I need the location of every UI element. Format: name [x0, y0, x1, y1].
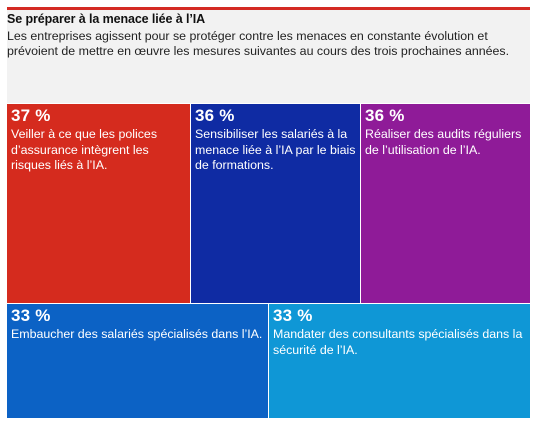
tile-category-label: Sensibiliser les salariés à la menace li…: [195, 127, 356, 172]
tile-category-label: Réaliser des audits réguliers de l’utili…: [365, 127, 522, 157]
treemap-tile-consultants: 33 % Mandater des consultants spécialisé…: [269, 304, 530, 418]
treemap-tile-audits: 36 % Réaliser des audits réguliers de l’…: [361, 104, 530, 303]
tile-value-label: 36 %: [195, 106, 235, 125]
tile-value-label: 33 %: [11, 306, 51, 325]
treemap-tile-training: 36 % Sensibiliser les salariés à la mena…: [191, 104, 360, 303]
tile-category-label: Veiller à ce que les polices d’assurance…: [11, 127, 158, 172]
tile-category-label: Embaucher des salariés spécialisés dans …: [11, 327, 263, 341]
tile-category-label: Mandater des consultants spécialisés dan…: [273, 327, 523, 357]
accent-bar: [7, 7, 530, 10]
tile-value-label: 33 %: [273, 306, 313, 325]
chart-subtitle: Les entreprises agissent pour se protége…: [7, 29, 510, 58]
treemap-tile-hiring: 33 % Embaucher des salariés spécialisés …: [7, 304, 268, 418]
chart-header: Se préparer à la menace liée à l’IA Les …: [7, 10, 530, 103]
tile-value-label: 36 %: [365, 106, 405, 125]
chart-title: Se préparer à la menace liée à l’IA: [7, 12, 206, 26]
treemap-tile-insurance: 37 % Veiller à ce que les polices d’assu…: [7, 104, 190, 303]
tile-value-label: 37 %: [11, 106, 51, 125]
